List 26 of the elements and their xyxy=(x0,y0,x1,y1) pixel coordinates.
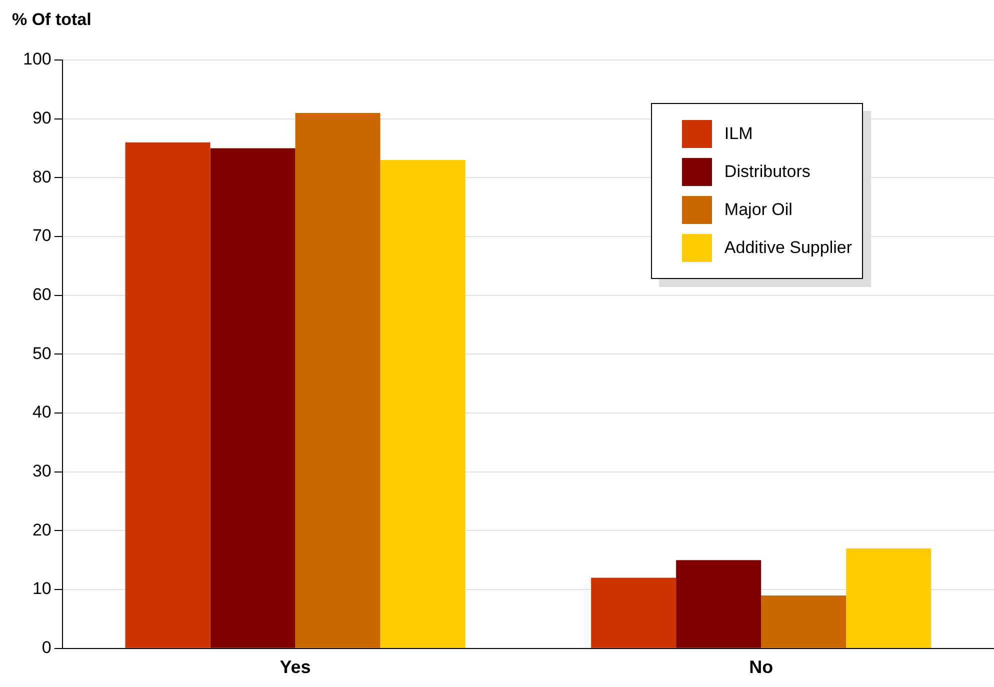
y-tick-label: 80 xyxy=(32,167,52,186)
legend-label: ILM xyxy=(724,124,753,144)
legend-label: Distributors xyxy=(724,162,810,182)
bar xyxy=(676,560,762,648)
y-axis-title: % Of total xyxy=(12,10,92,30)
bar xyxy=(591,578,676,648)
bar xyxy=(761,595,846,648)
x-tick-label: Yes xyxy=(280,657,311,678)
bar xyxy=(125,142,210,648)
x-tick-label: No xyxy=(749,657,774,678)
y-tick-label: 50 xyxy=(32,344,52,363)
legend-label: Additive Supplier xyxy=(724,238,852,258)
y-tick-label: 60 xyxy=(32,285,52,304)
y-tick-label: 20 xyxy=(32,520,52,540)
y-tick-label: 40 xyxy=(32,402,52,422)
y-tick-label: 100 xyxy=(22,50,52,69)
y-tick-label: 30 xyxy=(32,462,52,481)
y-tick-label: 10 xyxy=(32,579,52,598)
bar xyxy=(295,112,380,648)
legend-label: Major Oil xyxy=(724,200,792,220)
y-tick-label: 0 xyxy=(42,638,52,658)
y-tick-label: 90 xyxy=(32,108,52,128)
y-tick-label: 70 xyxy=(32,226,52,246)
bar xyxy=(846,548,932,648)
bar xyxy=(210,148,296,648)
bar xyxy=(380,160,466,648)
